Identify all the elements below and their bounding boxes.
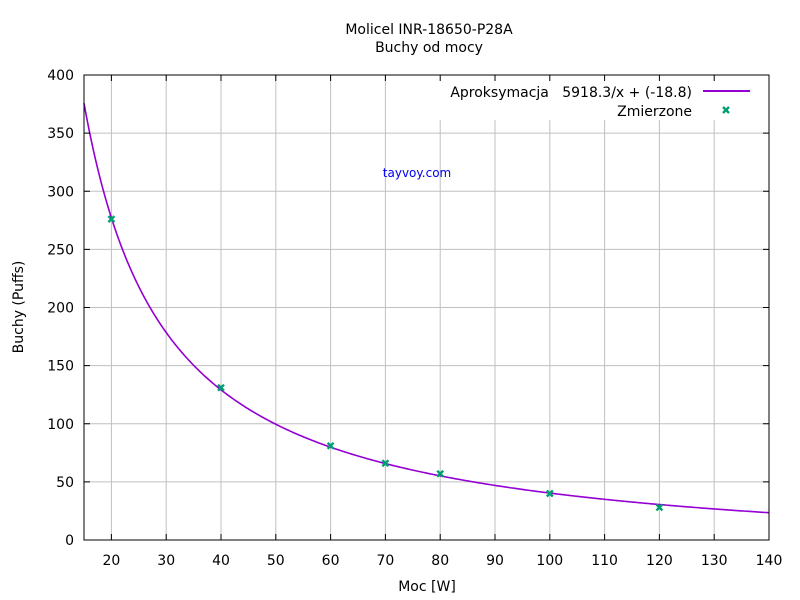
- x-tick-label: 110: [591, 553, 618, 569]
- points-layer: [107, 215, 664, 512]
- data-point: [655, 503, 664, 512]
- data-point: [217, 383, 225, 392]
- y-tick-label: 400: [47, 68, 74, 84]
- data-point-stroke: [655, 503, 664, 512]
- legend-label-measured: Zmierzone: [617, 104, 692, 120]
- data-point-stroke: [326, 441, 335, 450]
- y-tick-label: 250: [47, 242, 74, 258]
- fit-curve: [83, 103, 770, 514]
- x-tick-label: 40: [212, 553, 230, 569]
- data-point-stroke: [107, 215, 116, 223]
- x-tick-label: 60: [322, 553, 340, 569]
- x-tick-label: 80: [431, 553, 449, 569]
- chart-subtitle: Buchy od mocy: [375, 40, 483, 56]
- x-tick-label: 30: [157, 553, 175, 569]
- x-tick-label: 50: [267, 553, 285, 569]
- data-point: [381, 459, 390, 468]
- grid: [84, 75, 769, 540]
- y-tick-label: 0: [65, 533, 74, 549]
- legend: Aproksymacja 5918.3/x + (-18.8) Zmierzon…: [450, 85, 750, 120]
- x-tick-label: 90: [486, 553, 504, 569]
- x-tick-label: 120: [646, 553, 673, 569]
- y-tick-label: 100: [47, 417, 74, 433]
- y-tick-label: 200: [47, 301, 74, 317]
- data-point: [107, 215, 116, 223]
- data-point-stroke: [545, 489, 554, 498]
- data-point-stroke: [381, 459, 390, 468]
- y-tick-label: 350: [47, 126, 74, 142]
- watermark-link[interactable]: tayvoy.com: [383, 166, 451, 180]
- y-tick-label: 150: [47, 359, 74, 375]
- x-axis-label: Moc [W]: [398, 579, 456, 595]
- legend-label-fit: Aproksymacja 5918.3/x + (-18.8): [450, 85, 692, 101]
- data-point-stroke: [436, 469, 445, 478]
- data-point: [436, 469, 445, 478]
- y-tick-label: 300: [47, 184, 74, 200]
- tick-labels: 20 30 40 50 60 70 80 90 100 110 120 130 140 0 50 100 150…: [47, 68, 782, 569]
- ticks: [84, 74, 770, 541]
- x-tick-label: 130: [701, 553, 728, 569]
- x-tick-label: 100: [536, 553, 563, 569]
- data-point-stroke: [217, 383, 225, 392]
- legend-swatch-measured: [722, 106, 730, 114]
- x-tick-label: 20: [102, 553, 120, 569]
- y-axis-label: Buchy (Puffs): [11, 261, 27, 354]
- x-tick-label: 140: [756, 553, 783, 569]
- y-tick-label: 50: [56, 475, 74, 491]
- legend-marker-point: [722, 106, 730, 114]
- chart-title: Molicel INR-18650-P28A: [345, 22, 513, 38]
- curve-layer: [83, 103, 770, 514]
- x-tick-label: 70: [376, 553, 394, 569]
- data-point: [545, 489, 554, 498]
- data-point: [326, 441, 335, 450]
- legend-marker-point-stroke: [722, 106, 730, 114]
